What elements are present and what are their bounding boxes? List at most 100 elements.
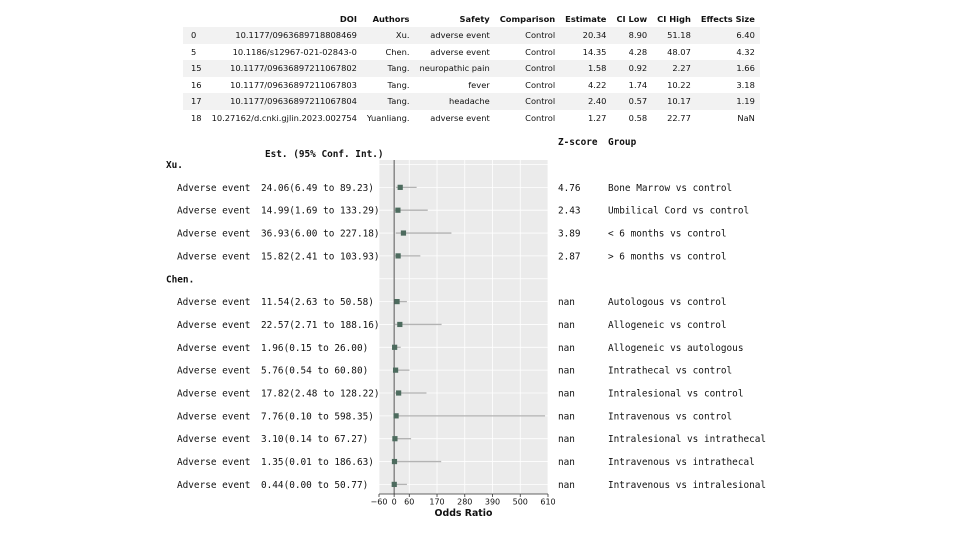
estimate-text: 24.06(6.49 to 89.23) bbox=[261, 183, 374, 194]
table-cell: 48.07 bbox=[667, 46, 691, 57]
table-cell: NaN bbox=[737, 112, 755, 123]
estimate-text: 17.82(2.48 to 128.22) bbox=[261, 389, 380, 400]
x-tick-label: 500 bbox=[513, 498, 528, 507]
group-label: Xu. bbox=[166, 160, 183, 171]
z-score-value: 3.89 bbox=[558, 229, 581, 240]
table-cell: 14.35 bbox=[582, 46, 607, 57]
table-cell: adverse event bbox=[430, 112, 490, 123]
table-cell: 10.1186/s12967-021-02843-0 bbox=[232, 46, 357, 57]
row-label: Adverse event bbox=[177, 320, 250, 331]
x-tick-label: 610 bbox=[540, 498, 555, 507]
z-score-value: nan bbox=[558, 343, 575, 354]
z-score-value: nan bbox=[558, 480, 575, 491]
table-cell: Control bbox=[525, 79, 556, 90]
group-comparison: Intravenous vs intralesional bbox=[608, 480, 766, 491]
estimate-marker bbox=[393, 413, 399, 419]
table-cell: Tang. bbox=[361, 60, 415, 77]
estimate-marker bbox=[392, 436, 398, 442]
row-label: Adverse event bbox=[177, 366, 250, 377]
z-score-value: 2.43 bbox=[558, 206, 581, 217]
table-row: 15 10.1177/09636897211067802 Tang. neuropat… bbox=[183, 60, 760, 77]
row-label: Adverse event bbox=[177, 480, 250, 491]
table-cell: 2.40 bbox=[560, 93, 612, 110]
row-index: 16 bbox=[191, 79, 202, 90]
table-cell: 6.40 bbox=[695, 27, 760, 44]
z-score-value: 2.87 bbox=[558, 251, 581, 262]
estimate-marker bbox=[395, 253, 401, 259]
table-cell: Control bbox=[525, 46, 556, 57]
z-score-value: nan bbox=[558, 389, 575, 400]
estimate-marker bbox=[396, 390, 402, 396]
group-header: Group bbox=[608, 137, 637, 148]
table-cell: 51.18 bbox=[652, 27, 696, 44]
row-index: 15 bbox=[183, 60, 207, 77]
column-header: DOI bbox=[339, 14, 357, 24]
x-tick-label: 0 bbox=[392, 498, 397, 507]
estimate-marker bbox=[395, 207, 401, 213]
row-label: Adverse event bbox=[177, 251, 250, 262]
column-header: CI Low bbox=[616, 14, 648, 24]
estimate-marker bbox=[397, 321, 403, 328]
x-tick-label: 390 bbox=[485, 498, 500, 507]
z-score-value: nan bbox=[558, 411, 575, 422]
estimate-text: 3.10(0.14 to 67.27) bbox=[261, 434, 368, 445]
estimate-marker bbox=[397, 184, 403, 190]
group-comparison: Intrathecal vs control bbox=[608, 366, 732, 377]
row-index: 18 bbox=[191, 112, 202, 123]
estimate-marker bbox=[391, 481, 397, 487]
estimate-marker bbox=[392, 344, 398, 350]
z-score-value: nan bbox=[558, 297, 575, 308]
table-cell: adverse event bbox=[430, 46, 490, 57]
estimate-text: 5.76(0.54 to 60.80) bbox=[261, 366, 368, 377]
estimate-text: 0.44(0.00 to 50.77) bbox=[261, 480, 368, 491]
row-label: Adverse event bbox=[177, 229, 250, 240]
estimate-text: 22.57(2.71 to 188.16) bbox=[261, 320, 380, 331]
estimate-text: 15.82(2.41 to 103.93) bbox=[261, 251, 380, 262]
table-cell: 3.18 bbox=[736, 79, 755, 90]
table-cell: 1.27 bbox=[587, 112, 607, 123]
estimate-text: 1.35(0.01 to 186.63) bbox=[261, 457, 374, 468]
x-tick-label: 60 bbox=[404, 498, 414, 507]
x-tick-label: 280 bbox=[457, 498, 472, 507]
table-cell: 0.57 bbox=[611, 93, 653, 110]
table-cell: fever bbox=[468, 79, 490, 90]
table-cell: headache bbox=[414, 93, 495, 110]
table-cell: Tang. bbox=[387, 79, 410, 90]
table-cell: 1.58 bbox=[560, 60, 612, 77]
column-header: Comparison bbox=[499, 14, 556, 24]
column-header: Authors bbox=[372, 14, 410, 24]
group-comparison: Intravenous vs control bbox=[608, 411, 732, 422]
row-label: Adverse event bbox=[177, 343, 250, 354]
table-body: 0 10.1177/0963689718808469 Xu. adverse even… bbox=[183, 27, 760, 126]
table-cell: 10.1177/09636897211067803 bbox=[230, 79, 357, 90]
table-cell: Control bbox=[494, 93, 561, 110]
group-comparison: < 6 months vs control bbox=[608, 229, 727, 240]
group-comparison: Allogeneic vs control bbox=[608, 320, 727, 331]
column-header: Safety bbox=[459, 14, 490, 24]
table-cell: Tang. bbox=[361, 93, 415, 110]
estimate-text: 1.96(0.15 to 26.00) bbox=[261, 343, 368, 354]
table-cell: 10.27162/d.cnki.gjlin.2023.002754 bbox=[211, 112, 357, 123]
group-comparison: Allogeneic vs autologous bbox=[608, 343, 743, 354]
estimate-text: 7.76(0.10 to 598.35) bbox=[261, 411, 374, 422]
estimate-header: Est. (95% Conf. Int.) bbox=[265, 149, 384, 160]
estimate-text: 36.93(6.00 to 227.18) bbox=[261, 229, 380, 240]
group-comparison: Intravenous vs intrathecal bbox=[608, 457, 755, 468]
table-cell: 1.74 bbox=[628, 79, 648, 90]
row-index: 0 bbox=[183, 27, 207, 44]
x-tick-label: 170 bbox=[429, 498, 444, 507]
table-cell: adverse event bbox=[414, 27, 495, 44]
column-header: CI High bbox=[657, 14, 691, 24]
table-cell: 8.90 bbox=[611, 27, 653, 44]
group-comparison: Intralesional vs control bbox=[608, 389, 743, 400]
table-cell: 10.1177/09636897211067804 bbox=[206, 93, 362, 110]
plot-marks bbox=[391, 184, 546, 487]
table-cell: 10.22 bbox=[667, 79, 691, 90]
column-header: Estimate bbox=[565, 14, 607, 24]
table-cell: 22.77 bbox=[667, 112, 691, 123]
group-comparison: Bone Marrow vs control bbox=[608, 183, 732, 194]
table-cell: 10.1177/0963689718808469 bbox=[206, 27, 362, 44]
table-cell: Chen. bbox=[385, 46, 410, 57]
row-label: Adverse event bbox=[177, 206, 250, 217]
